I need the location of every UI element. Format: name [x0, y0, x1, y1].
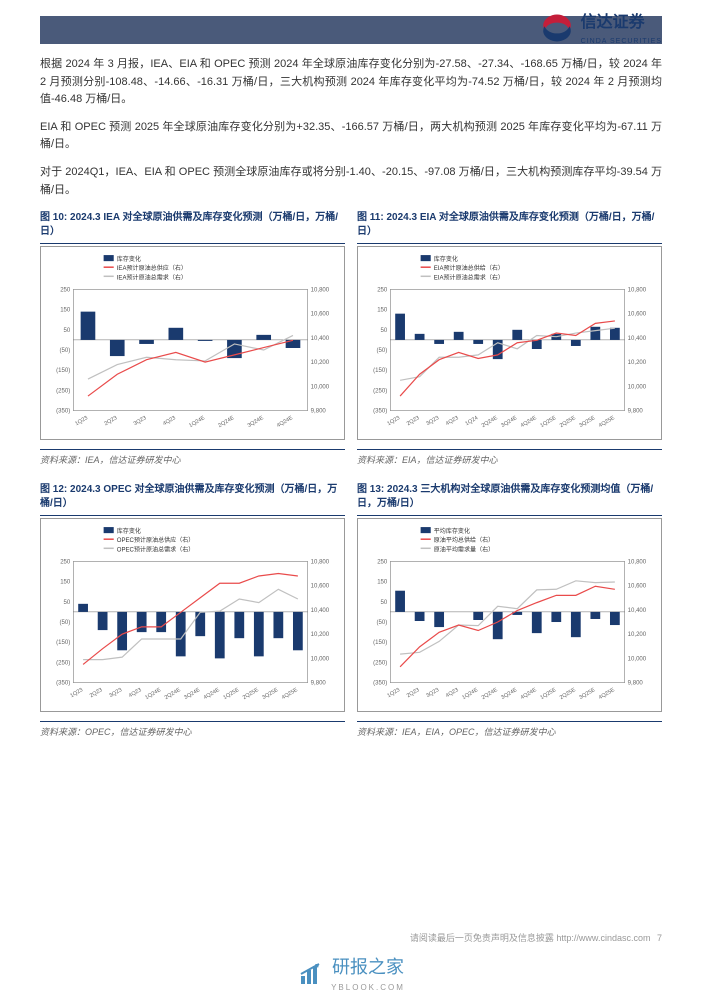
svg-text:(150): (150) — [56, 368, 70, 374]
svg-text:150: 150 — [377, 308, 388, 314]
chart-title: 图 13: 2024.3 三大机构对全球原油供需及库存变化预测均值（万桶/日，万… — [357, 483, 662, 511]
svg-text:150: 150 — [377, 580, 388, 586]
svg-text:EIA预计原油总供给（右）: EIA预计原油总供给（右） — [434, 264, 504, 272]
svg-text:10,400: 10,400 — [628, 336, 647, 342]
paragraph: EIA 和 OPEC 预测 2025 年全球原油库存变化分别为+32.35、-1… — [40, 119, 662, 154]
chart-block: 图 12: 2024.3 OPEC 对全球原油供需及库存变化预测（万桶/日，万桶… — [40, 483, 345, 739]
svg-text:(250): (250) — [56, 389, 70, 395]
svg-text:150: 150 — [60, 308, 71, 314]
svg-text:10,600: 10,600 — [311, 312, 330, 318]
svg-text:OPEC预计原油总需求（右）: OPEC预计原油总需求（右） — [117, 545, 195, 553]
paragraph: 根据 2024 年 3 月报，IEA、EIA 和 OPEC 预测 2024 年全… — [40, 56, 662, 109]
svg-text:50: 50 — [381, 328, 388, 334]
svg-text:OPEC预计原油总供应（右）: OPEC预计原油总供应（右） — [117, 536, 195, 544]
svg-text:10,400: 10,400 — [311, 608, 330, 614]
chart-source: 资料来源：EIA，信达证券研发中心 — [357, 453, 662, 467]
svg-text:(350): (350) — [56, 681, 70, 687]
svg-text:(150): (150) — [56, 640, 70, 646]
svg-text:(150): (150) — [373, 640, 387, 646]
footer-brand: 研报之家 YBLOOK.COM — [0, 953, 702, 995]
svg-text:(350): (350) — [56, 409, 70, 415]
chart-title: 图 10: 2024.3 IEA 对全球原油供需及库存变化预测（万桶/日，万桶/… — [40, 211, 345, 239]
logo-swirl-icon — [539, 10, 575, 46]
chart-title: 图 12: 2024.3 OPEC 对全球原油供需及库存变化预测（万桶/日，万桶… — [40, 483, 345, 511]
logo-cn: 信达证券 — [581, 10, 662, 36]
svg-text:(250): (250) — [56, 660, 70, 666]
svg-text:50: 50 — [64, 328, 71, 334]
svg-text:10,000: 10,000 — [311, 656, 330, 662]
chart-source: 资料来源：IEA，信达证券研发中心 — [40, 453, 345, 467]
chart-block: 图 11: 2024.3 EIA 对全球原油供需及库存变化预测（万桶/日，万桶/… — [357, 211, 662, 467]
svg-text:10,800: 10,800 — [311, 559, 330, 565]
svg-text:IEA预计原油总供应（右）: IEA预计原油总供应（右） — [117, 264, 187, 272]
svg-text:10,000: 10,000 — [311, 385, 330, 391]
chart-svg: 250 150 50 (50) (150) (250) (350) 9,800 10,000 10… — [40, 246, 345, 440]
svg-text:(250): (250) — [373, 389, 387, 395]
chart-source: 资料来源：OPEC，信达证券研发中心 — [40, 725, 345, 739]
footer-disclaimer: 请阅读最后一页免责声明及信息披露 http://www.cindasc.com … — [0, 931, 702, 945]
svg-text:9,800: 9,800 — [628, 409, 644, 415]
svg-text:(50): (50) — [377, 620, 388, 626]
svg-text:原油平均总供给（右）: 原油平均总供给（右） — [434, 536, 494, 544]
page-number: 7 — [657, 933, 662, 943]
svg-text:库存变化: 库存变化 — [117, 527, 141, 535]
brand-icon — [297, 960, 325, 988]
svg-text:10,000: 10,000 — [628, 656, 647, 662]
svg-text:库存变化: 库存变化 — [117, 255, 141, 263]
svg-text:原油平均需求量（右）: 原油平均需求量（右） — [434, 545, 494, 553]
svg-text:10,200: 10,200 — [628, 632, 647, 638]
svg-text:平均库存变化: 平均库存变化 — [434, 527, 470, 535]
svg-text:250: 250 — [60, 288, 71, 294]
svg-text:10,600: 10,600 — [311, 584, 330, 590]
svg-text:150: 150 — [60, 580, 71, 586]
svg-text:(150): (150) — [373, 368, 387, 374]
chart-svg: 250 150 50 (50) (150) (250) (350) 9,800 10,000 10… — [357, 246, 662, 440]
svg-text:(350): (350) — [373, 409, 387, 415]
svg-text:10,200: 10,200 — [311, 360, 330, 366]
svg-text:IEA预计原油总需求（右）: IEA预计原油总需求（右） — [117, 273, 187, 281]
svg-text:(350): (350) — [373, 681, 387, 687]
svg-text:50: 50 — [381, 600, 388, 606]
svg-text:10,400: 10,400 — [311, 336, 330, 342]
chart-svg: 250 150 50 (50) (150) (250) (350) 9,800 10,000 10… — [40, 518, 345, 712]
chart-block: 图 13: 2024.3 三大机构对全球原油供需及库存变化预测均值（万桶/日，万… — [357, 483, 662, 739]
svg-text:50: 50 — [64, 600, 71, 606]
svg-text:EIA预计原油总需求（右）: EIA预计原油总需求（右） — [434, 273, 504, 281]
svg-text:(50): (50) — [377, 348, 388, 354]
content: 根据 2024 年 3 月报，IEA、EIA 和 OPEC 预测 2024 年全… — [0, 44, 702, 751]
svg-text:250: 250 — [60, 559, 71, 565]
charts-grid: 图 10: 2024.3 IEA 对全球原油供需及库存变化预测（万桶/日，万桶/… — [40, 211, 662, 739]
svg-text:(50): (50) — [60, 620, 71, 626]
svg-text:9,800: 9,800 — [311, 681, 327, 687]
svg-text:10,600: 10,600 — [628, 312, 647, 318]
svg-text:10,800: 10,800 — [628, 559, 647, 565]
chart-title: 图 11: 2024.3 EIA 对全球原油供需及库存变化预测（万桶/日，万桶/… — [357, 211, 662, 239]
svg-text:9,800: 9,800 — [311, 409, 327, 415]
svg-text:10,200: 10,200 — [628, 360, 647, 366]
svg-text:9,800: 9,800 — [628, 681, 644, 687]
chart-source: 资料来源：IEA，EIA，OPEC，信达证券研发中心 — [357, 725, 662, 739]
paragraph: 对于 2024Q1，IEA、EIA 和 OPEC 预测全球原油库存或将分别-1.… — [40, 164, 662, 199]
svg-text:(50): (50) — [60, 348, 71, 354]
svg-text:(250): (250) — [373, 660, 387, 666]
logo: 信达证券 CINDA SECURITIES — [539, 10, 662, 47]
svg-text:10,600: 10,600 — [628, 584, 647, 590]
logo-en: CINDA SECURITIES — [581, 36, 662, 47]
svg-text:10,000: 10,000 — [628, 385, 647, 391]
chart-block: 图 10: 2024.3 IEA 对全球原油供需及库存变化预测（万桶/日，万桶/… — [40, 211, 345, 467]
svg-text:10,800: 10,800 — [311, 288, 330, 294]
svg-text:250: 250 — [377, 288, 388, 294]
svg-text:10,800: 10,800 — [628, 288, 647, 294]
svg-text:10,200: 10,200 — [311, 632, 330, 638]
svg-text:250: 250 — [377, 559, 388, 565]
footer: 请阅读最后一页免责声明及信息披露 http://www.cindasc.com … — [0, 931, 702, 995]
svg-text:库存变化: 库存变化 — [434, 255, 458, 263]
chart-svg: 250 150 50 (50) (150) (250) (350) 9,800 10,000 10… — [357, 518, 662, 712]
svg-text:10,400: 10,400 — [628, 608, 647, 614]
